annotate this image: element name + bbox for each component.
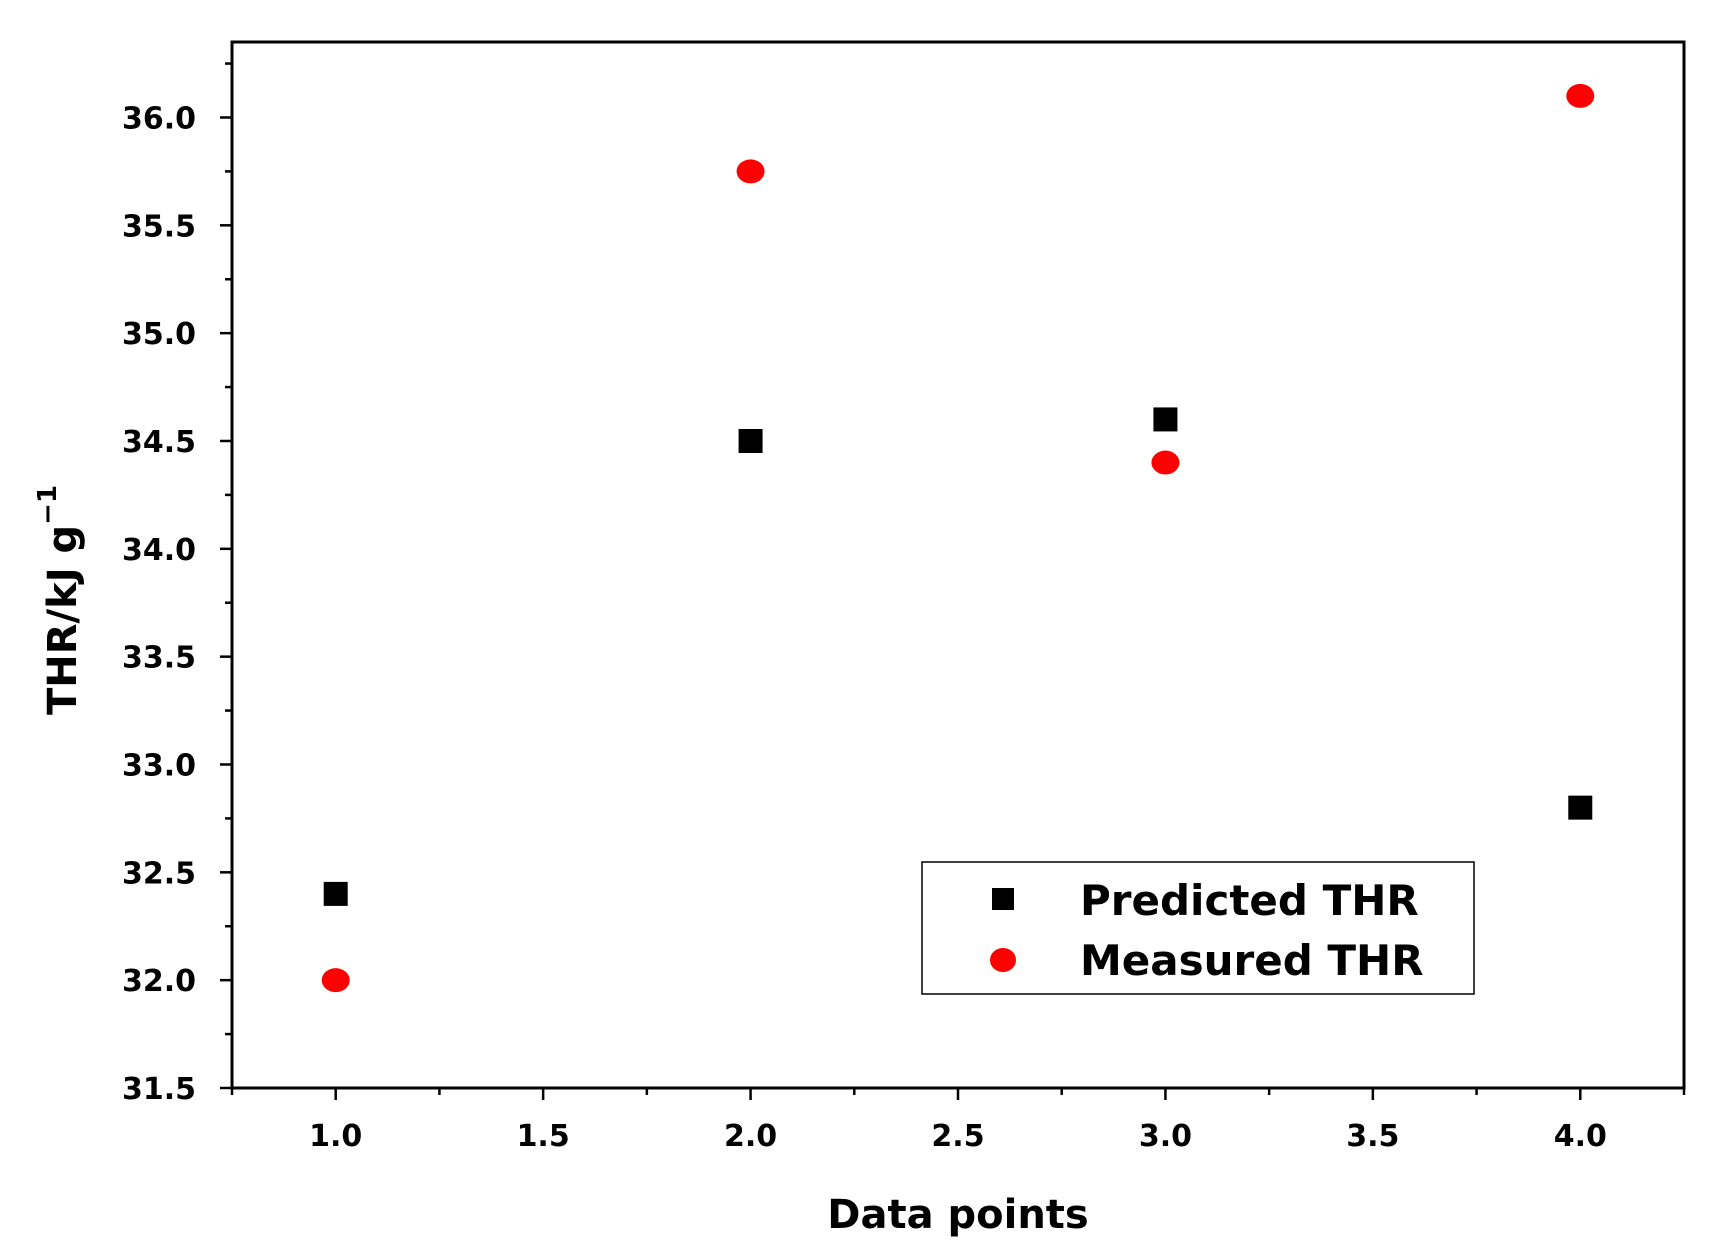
x-tick-label: 3.5 bbox=[1346, 1119, 1399, 1154]
predicted-thr-point bbox=[1153, 407, 1178, 432]
legend: Predicted THR Measured THR bbox=[921, 861, 1475, 995]
y-axis-title-main: THR/kJ g bbox=[40, 525, 86, 715]
y-tick-label: 32.5 bbox=[122, 856, 196, 891]
predicted-thr-point bbox=[323, 881, 348, 906]
x-tick-label: 4.0 bbox=[1554, 1119, 1607, 1154]
x-tick-label: 2.5 bbox=[931, 1119, 984, 1154]
y-tick-label: 33.5 bbox=[122, 641, 196, 676]
data-points bbox=[321, 83, 1595, 993]
measured-thr-point bbox=[1151, 450, 1180, 475]
legend-label-measured: Measured THR bbox=[1080, 936, 1424, 985]
y-tick-label: 35.5 bbox=[122, 209, 196, 244]
y-tick-label: 31.5 bbox=[122, 1072, 196, 1107]
y-tick-label: 34.5 bbox=[122, 425, 196, 460]
y-axis-ticks: 31.5 32.0 32.5 33.0 33.5 34.0 34.5 35.0 35.5 36.0 bbox=[122, 62, 232, 1107]
measured-thr-point bbox=[321, 968, 350, 993]
predicted-thr-point bbox=[1568, 795, 1593, 820]
legend-box bbox=[921, 861, 1475, 995]
y-tick-label: 34.0 bbox=[122, 533, 196, 568]
y-tick-label: 33.0 bbox=[122, 748, 196, 783]
x-tick-label: 1.0 bbox=[309, 1119, 362, 1154]
y-tick-label: 35.0 bbox=[122, 317, 196, 352]
measured-thr-point bbox=[736, 159, 765, 184]
x-tick-label: 3.0 bbox=[1139, 1119, 1192, 1154]
y-tick-label: 32.0 bbox=[122, 964, 196, 999]
x-axis-title: Data points bbox=[827, 1192, 1088, 1238]
x-tick-label: 1.5 bbox=[517, 1119, 570, 1154]
y-axis-title: THR/kJ g−1 bbox=[33, 485, 86, 715]
legend-marker-predicted bbox=[992, 888, 1014, 910]
x-tick-label: 2.0 bbox=[724, 1119, 777, 1154]
y-tick-label: 36.0 bbox=[122, 101, 196, 136]
measured-thr-point bbox=[1566, 83, 1595, 108]
predicted-thr-point bbox=[738, 428, 763, 453]
x-axis-ticks: 1.0 1.5 2.0 2.5 3.0 3.5 4.0 bbox=[230, 1088, 1686, 1154]
legend-marker-measured bbox=[990, 948, 1016, 972]
legend-label-predicted: Predicted THR bbox=[1080, 876, 1419, 925]
y-axis-title-superscript: −1 bbox=[33, 485, 63, 525]
